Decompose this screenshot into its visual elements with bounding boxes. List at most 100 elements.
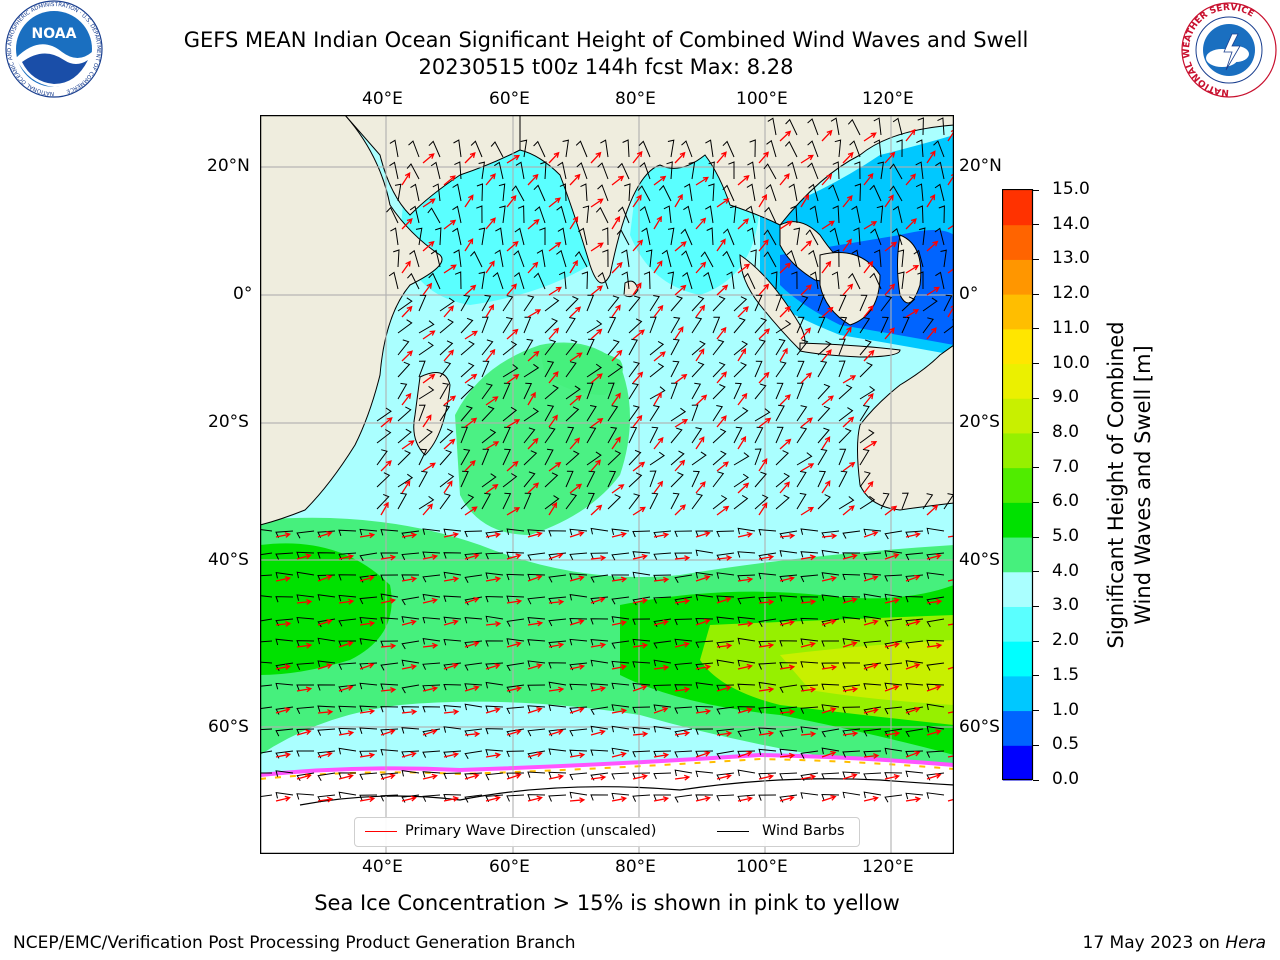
wave-direction-arrow [653,532,670,539]
wind-barb [260,529,273,532]
wave-direction-arrow [464,596,480,604]
top-lon-label: 100°E [736,89,788,109]
australia-land [857,344,954,511]
wave-direction-arrow [485,173,496,186]
wave-direction-arrow [716,730,733,737]
wind-barb [464,794,483,803]
colorbar-tick-label: 15.0 [1052,179,1090,199]
wind-barb [452,227,462,246]
wind-barb [854,161,861,180]
wave-direction-arrow [758,371,770,384]
wind-barb [863,750,882,758]
wind-barb [842,638,861,645]
wind-barb [767,117,777,136]
wind-barb [481,339,494,356]
colorbar-tick [1033,328,1039,330]
wind-barb [712,316,721,334]
wind-barb [926,703,945,711]
wave-direction-arrow [401,708,418,715]
wave-direction-arrow [590,685,607,692]
wind-barb [653,659,672,667]
wind-barb [649,362,665,378]
wind-barb [779,662,798,669]
colorbar-tick-label: 14.0 [1052,213,1090,234]
wind-barb [716,684,735,691]
colorbar-tick-label: 11.0 [1052,317,1090,338]
wind-barb [590,749,609,756]
wind-barb [422,528,441,535]
wind-barb [943,294,953,312]
wave-direction-arrow [422,597,438,604]
wind-barb [926,683,945,691]
wave-direction-arrow [317,709,334,716]
wave-direction-arrow [401,576,418,583]
wind-barb [779,640,798,647]
wave-direction-arrow [422,282,433,296]
wind-barb [569,749,588,757]
wave-direction-arrow [380,729,396,736]
wind-barb [611,616,630,623]
wave-direction-arrow [779,347,788,362]
wind-barb [842,552,861,559]
wind-barb [628,426,638,444]
wind-barb [418,386,435,400]
wind-barb [670,450,685,466]
wind-barb [460,294,471,312]
wave-direction-arrow [674,241,687,252]
wave-direction-arrow [401,305,413,318]
wave-direction-arrow [821,480,831,494]
wind-barb [527,750,546,760]
wave-direction-arrow [422,462,436,472]
wind-barb [506,573,525,581]
wind-barb [915,161,924,180]
wind-barb [666,161,673,180]
wind-barb [637,185,651,202]
wind-barb [791,271,798,290]
wind-barb [800,596,819,603]
wind-barb [389,139,399,158]
wave-direction-arrow [779,262,792,274]
wind-barb [905,683,924,690]
right-lat-label: 20°N [959,156,1002,176]
wind-barb [506,638,525,645]
wind-barb [796,360,805,378]
colorbar [1002,189,1034,781]
wave-direction-arrow [422,240,435,252]
wind-barb [430,249,441,268]
wind-barb [670,427,683,444]
wind-barb [918,227,926,246]
wind-barb [779,595,798,602]
wind-barb [667,227,675,246]
wave-direction-arrow [653,260,663,274]
wind-barb [808,249,819,268]
wind-barb [905,792,924,800]
left-lat-label: 40°S [208,550,249,570]
wave-direction-arrow [464,238,474,252]
wave-direction-arrow [527,751,543,758]
wave-direction-arrow [422,373,436,384]
wind-barb [737,527,756,535]
wind-barb [557,161,567,180]
wave-direction-arrow [380,460,392,472]
wave-direction-arrow [821,173,833,186]
wind-barb [443,772,462,780]
wind-barb [439,361,452,378]
wave-direction-arrow [884,773,901,780]
colorbar-segment [1003,328,1032,365]
wind-barb [576,162,588,180]
wind-barb [590,683,609,690]
wave-direction-arrow [485,484,499,494]
wind-barb [788,183,798,202]
wave-direction-arrow [632,553,648,560]
colorbar-segment [1003,745,1032,781]
top-lon-label: 80°E [615,89,656,109]
wind-barb [390,227,399,246]
wind-barb [359,552,378,562]
wind-barb [435,227,442,246]
wind-barb [359,727,378,734]
wave-direction-arrow [674,193,683,208]
wind-barb [260,552,273,556]
wind-barb [775,472,790,488]
wave-direction-arrow [632,731,649,738]
wave-direction-arrow [800,598,817,605]
